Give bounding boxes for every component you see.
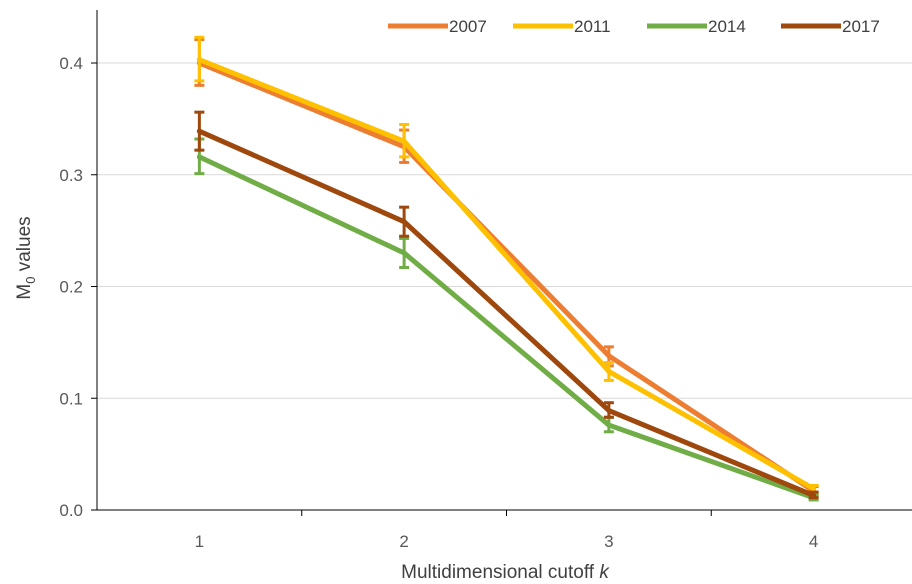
x-tick-label: 3 bbox=[604, 532, 613, 551]
data-point bbox=[811, 486, 817, 492]
data-point bbox=[606, 422, 612, 428]
x-tick-label: 2 bbox=[399, 532, 408, 551]
y-tick-label: 0.3 bbox=[59, 166, 83, 185]
y-axis-title: M0 values bbox=[14, 216, 38, 299]
data-point bbox=[196, 128, 202, 134]
data-point bbox=[401, 138, 407, 144]
data-point bbox=[811, 492, 817, 498]
y-tick-label: 0.4 bbox=[59, 54, 83, 73]
series-line bbox=[196, 154, 817, 501]
x-axis-title: Multidimensional cutoff k bbox=[401, 562, 610, 583]
y-tick-labels: 0.0 0.1 0.2 0.3 0.4 bbox=[59, 54, 83, 520]
legend-label: 2007 bbox=[449, 17, 487, 36]
axes bbox=[91, 10, 912, 516]
y-axis-title-subscript: 0 bbox=[23, 277, 38, 284]
series-2011 bbox=[194, 35, 819, 494]
x-tick-label: 1 bbox=[195, 532, 204, 551]
data-point bbox=[606, 408, 612, 414]
series-line bbox=[196, 128, 817, 498]
data-point bbox=[196, 57, 202, 63]
gridlines bbox=[97, 62, 912, 399]
series-line bbox=[196, 57, 817, 492]
y-tick-label: 0.1 bbox=[59, 389, 83, 408]
data-point bbox=[606, 368, 612, 374]
data-point bbox=[196, 154, 202, 160]
legend-label: 2014 bbox=[708, 17, 746, 36]
legend-label: 2011 bbox=[574, 17, 611, 36]
legend: 2007 2011 2014 2017 bbox=[388, 17, 880, 36]
y-tick-label: 0.2 bbox=[59, 278, 83, 297]
series-line bbox=[196, 60, 817, 494]
series-2007 bbox=[194, 38, 819, 496]
x-tick-label: 4 bbox=[809, 532, 818, 551]
data-point bbox=[401, 219, 407, 225]
data-point bbox=[606, 353, 612, 359]
series-2014 bbox=[194, 137, 819, 502]
series-group bbox=[194, 35, 819, 502]
series-2017 bbox=[194, 110, 819, 500]
data-point bbox=[401, 250, 407, 256]
x-tick-labels: 1 2 3 4 bbox=[195, 532, 819, 551]
y-tick-label: 0.0 bbox=[59, 501, 83, 520]
legend-label: 2017 bbox=[842, 17, 880, 36]
